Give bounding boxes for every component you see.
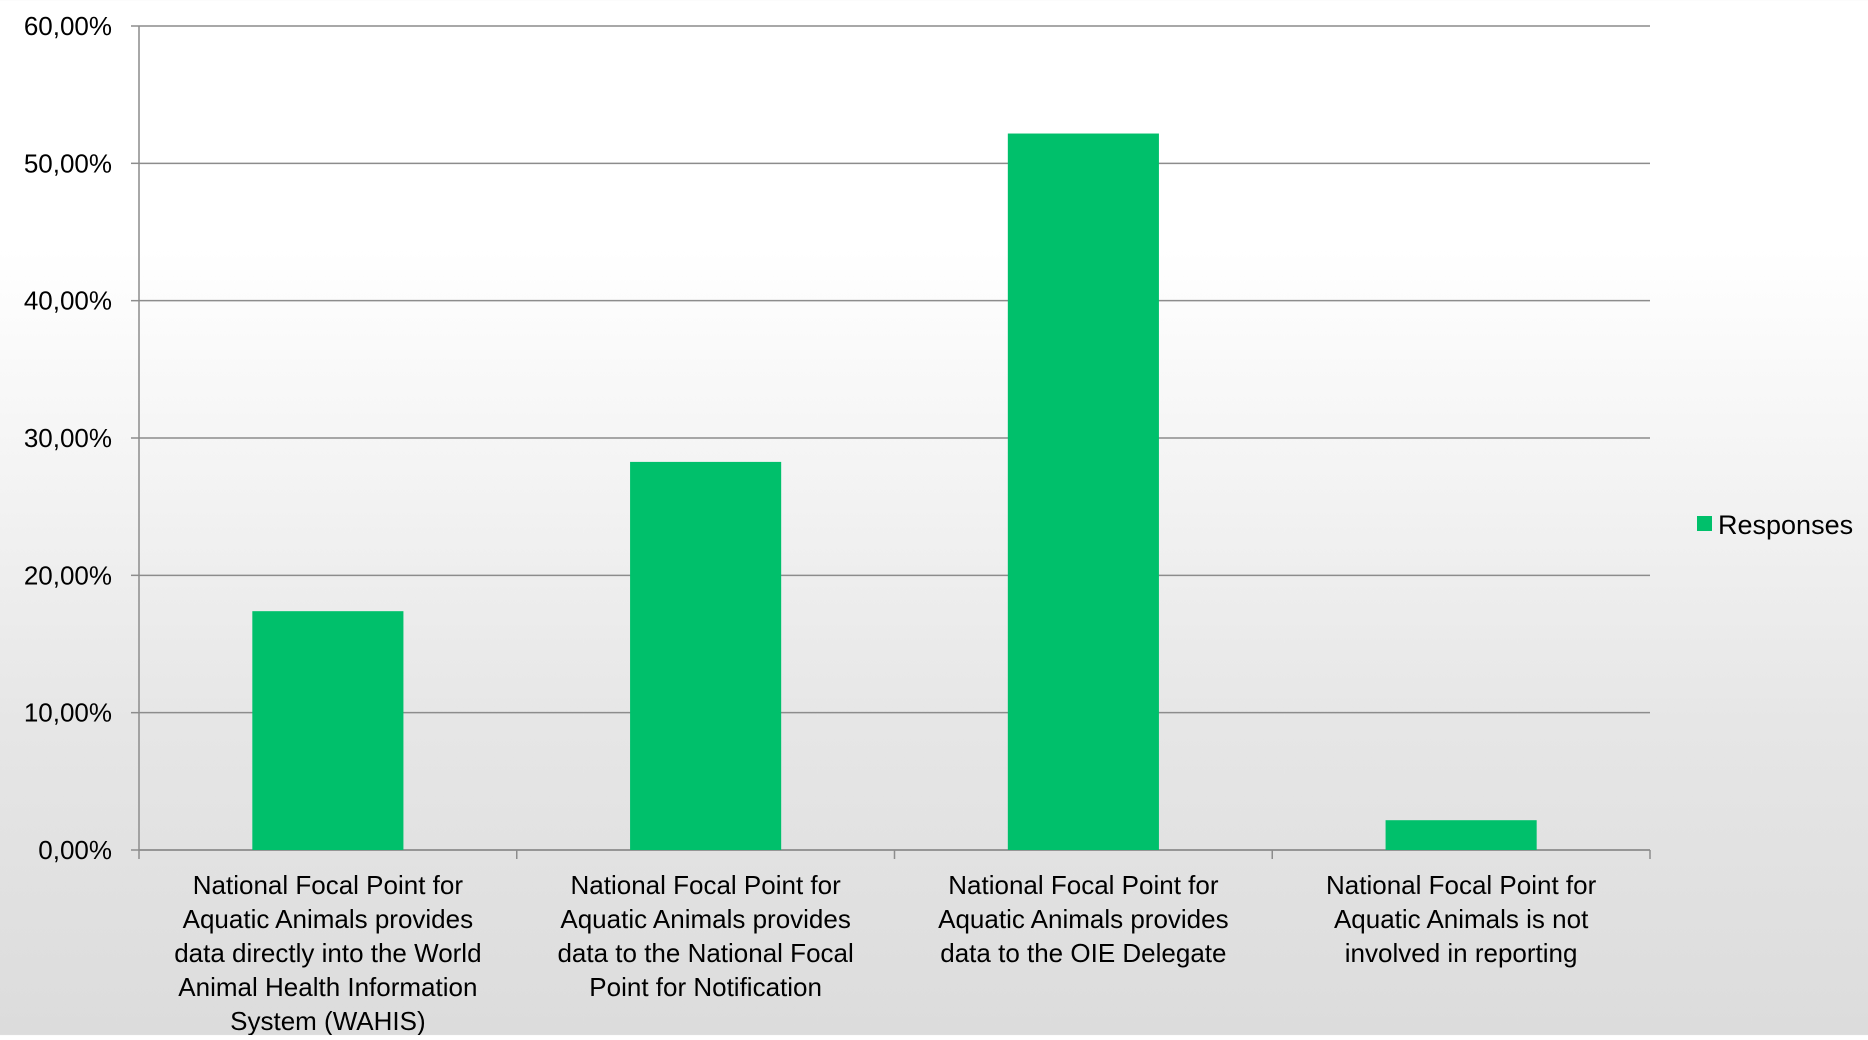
x-category-label: data directly into the World	[174, 938, 481, 968]
x-category-label: data to the OIE Delegate	[940, 938, 1226, 968]
x-category-label: System (WAHIS)	[230, 1006, 425, 1035]
y-tick-label: 50,00%	[24, 148, 112, 178]
x-category-label: Point for Notification	[589, 972, 822, 1002]
y-tick-label: 30,00%	[24, 423, 112, 453]
x-category-label: involved in reporting	[1345, 938, 1578, 968]
x-category-label: National Focal Point for	[1326, 870, 1597, 900]
x-category-label: Aquatic Animals provides	[183, 904, 473, 934]
x-category-label: Aquatic Animals provides	[938, 904, 1228, 934]
bar	[252, 611, 404, 850]
x-category-label: Aquatic Animals provides	[560, 904, 850, 934]
y-tick-label: 10,00%	[24, 698, 112, 728]
y-tick-label: 20,00%	[24, 560, 112, 590]
y-tick-label: 0,00%	[38, 835, 112, 865]
y-tick-label: 40,00%	[24, 286, 112, 316]
bar	[1385, 820, 1537, 850]
x-category-label: National Focal Point for	[571, 870, 842, 900]
y-tick-label: 60,00%	[24, 11, 112, 41]
x-category-label: National Focal Point for	[193, 870, 464, 900]
x-category-label: data to the National Focal	[557, 938, 853, 968]
x-category-label: National Focal Point for	[948, 870, 1219, 900]
x-category-label: Animal Health Information	[178, 972, 477, 1002]
bar	[1007, 133, 1159, 851]
x-category-label: Aquatic Animals is not	[1334, 904, 1589, 934]
bar	[630, 461, 782, 850]
legend-swatch	[1697, 516, 1712, 531]
legend-label: Responses	[1718, 510, 1853, 540]
